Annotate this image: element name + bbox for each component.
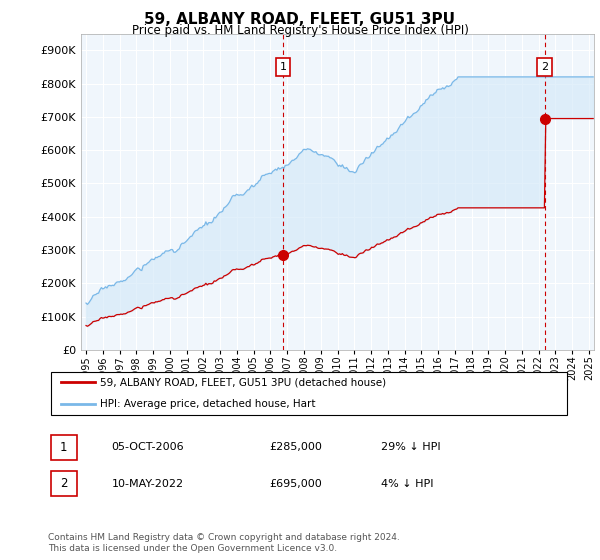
FancyBboxPatch shape <box>50 372 568 415</box>
Text: 59, ALBANY ROAD, FLEET, GU51 3PU (detached house): 59, ALBANY ROAD, FLEET, GU51 3PU (detach… <box>100 377 386 388</box>
Text: £285,000: £285,000 <box>270 442 323 452</box>
Text: 4% ↓ HPI: 4% ↓ HPI <box>380 479 433 489</box>
Text: 05-OCT-2006: 05-OCT-2006 <box>112 442 184 452</box>
Text: 1: 1 <box>60 441 68 454</box>
Text: Price paid vs. HM Land Registry's House Price Index (HPI): Price paid vs. HM Land Registry's House … <box>131 24 469 36</box>
Text: 59, ALBANY ROAD, FLEET, GU51 3PU: 59, ALBANY ROAD, FLEET, GU51 3PU <box>145 12 455 27</box>
FancyBboxPatch shape <box>50 471 77 497</box>
FancyBboxPatch shape <box>50 435 77 460</box>
Text: 1: 1 <box>280 62 287 72</box>
Text: 29% ↓ HPI: 29% ↓ HPI <box>380 442 440 452</box>
Text: 10-MAY-2022: 10-MAY-2022 <box>112 479 184 489</box>
Text: £695,000: £695,000 <box>270 479 323 489</box>
Text: HPI: Average price, detached house, Hart: HPI: Average price, detached house, Hart <box>100 399 316 409</box>
Text: Contains HM Land Registry data © Crown copyright and database right 2024.
This d: Contains HM Land Registry data © Crown c… <box>48 533 400 553</box>
Text: 2: 2 <box>541 62 548 72</box>
Text: 2: 2 <box>60 477 68 490</box>
